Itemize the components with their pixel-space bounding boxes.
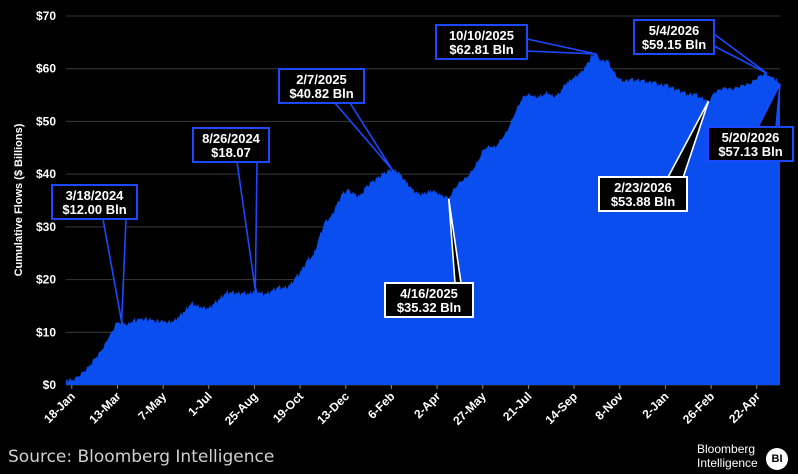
x-tick-label: 18-Jan bbox=[41, 389, 78, 426]
x-tick-label: 27-May bbox=[450, 389, 489, 428]
logo-line-1: Bloomberg bbox=[697, 442, 756, 456]
callout-date: 4/16/2025 bbox=[400, 286, 458, 301]
y-axis-label: Cumulative Flows ($ Billions) bbox=[13, 123, 25, 276]
callout-box bbox=[435, 24, 528, 60]
callout-date: 10/10/2025 bbox=[449, 28, 514, 43]
callout-value: $12.00 Bln bbox=[62, 202, 126, 217]
x-tick-label: 14-Sep bbox=[542, 389, 580, 427]
callout-value: $40.82 Bln bbox=[289, 86, 353, 101]
callout-date: 2/23/2026 bbox=[614, 180, 672, 195]
cumulative-flows-area bbox=[66, 53, 780, 386]
callout-box bbox=[192, 127, 270, 163]
y-tick-label: $60 bbox=[36, 62, 56, 76]
x-tick-label: 21-Jul bbox=[500, 389, 534, 423]
x-tick-label: 2-Jan bbox=[639, 389, 671, 421]
annotation-callout: 10/10/2025$62.81 Bln bbox=[435, 24, 596, 60]
callout-pointer bbox=[713, 32, 768, 74]
callout-value: $35.32 Bln bbox=[397, 300, 461, 315]
y-tick-label: $50 bbox=[36, 114, 56, 128]
x-tick-label: 6-Feb bbox=[365, 389, 398, 422]
annotation-callout: 4/16/2025$35.32 Bln bbox=[384, 198, 474, 318]
callout-value: $57.13 Bln bbox=[718, 144, 782, 159]
callout-pointer bbox=[526, 38, 596, 55]
callout-box bbox=[278, 68, 365, 104]
callout-date: 3/18/2024 bbox=[66, 188, 125, 203]
callout-value: $53.88 Bln bbox=[611, 194, 675, 209]
x-tick-label: 25-Aug bbox=[222, 389, 261, 428]
logo-line-2: Intelligence bbox=[697, 456, 758, 470]
callout-pointer bbox=[102, 218, 127, 322]
annotation-callout: 2/7/2025$40.82 Bln bbox=[278, 68, 393, 171]
callout-date: 5/20/2026 bbox=[722, 130, 780, 145]
x-tick-label: 19-Oct bbox=[270, 389, 306, 425]
callout-pointer bbox=[236, 161, 258, 290]
x-tick-label: 22-Apr bbox=[726, 389, 763, 426]
bloomberg-logo: Bloomberg Intelligence bbox=[697, 442, 758, 470]
x-tick-label: 13-Dec bbox=[314, 389, 352, 427]
callout-box bbox=[384, 282, 474, 318]
callout-pointer bbox=[333, 102, 393, 171]
callout-box bbox=[51, 184, 138, 220]
callout-value: $62.81 Bln bbox=[449, 42, 513, 57]
callout-date: 5/4/2026 bbox=[649, 23, 700, 38]
bi-badge-icon: BI bbox=[766, 448, 788, 470]
annotation-callout: 8/26/2024$18.07 bbox=[192, 127, 270, 290]
callout-date: 2/7/2025 bbox=[296, 72, 347, 87]
y-tick-label: $0 bbox=[43, 378, 57, 392]
source-note: Source: Bloomberg Intelligence bbox=[8, 447, 275, 467]
annotation-callout: 2/23/2026$53.88 Bln bbox=[598, 100, 710, 212]
callout-box bbox=[707, 126, 794, 162]
area-layer bbox=[66, 53, 780, 386]
annotations: 3/18/2024$12.00 Bln8/26/2024$18.072/7/20… bbox=[51, 19, 794, 322]
callout-box bbox=[633, 19, 715, 55]
y-tick-label: $30 bbox=[36, 220, 56, 234]
y-tick-label: $20 bbox=[36, 273, 56, 287]
callout-box bbox=[598, 176, 688, 212]
callout-date: 8/26/2024 bbox=[202, 131, 261, 146]
annotation-callout: 5/20/2026$57.13 Bln bbox=[707, 83, 794, 162]
x-tick-label: 7-May bbox=[135, 389, 169, 423]
y-tick-label: $70 bbox=[36, 9, 56, 23]
y-tick-label: $10 bbox=[36, 325, 56, 339]
x-tick-label: 8-Nov bbox=[592, 389, 626, 423]
callout-value: $59.15 Bln bbox=[642, 37, 706, 52]
x-tick-label: 26-Feb bbox=[680, 389, 717, 426]
x-tick-label: 13-Mar bbox=[86, 389, 123, 426]
callout-value: $18.07 bbox=[211, 145, 251, 160]
x-tick-label: 1-Jul bbox=[185, 389, 215, 419]
annotation-callout: 5/4/2026$59.15 Bln bbox=[633, 19, 768, 74]
y-axis-ticks: $0 $10 $20 $30 $40 $50 $60 $70 bbox=[36, 9, 56, 392]
x-tick-label: 2-Apr bbox=[411, 389, 443, 421]
x-axis-ticks: 18-Jan 13-Mar 7-May 1-Jul 25-Aug 19-Oct 13-Dec… bbox=[41, 385, 763, 428]
y-tick-label: $40 bbox=[36, 167, 56, 181]
annotation-callout: 3/18/2024$12.00 Bln bbox=[51, 184, 138, 322]
